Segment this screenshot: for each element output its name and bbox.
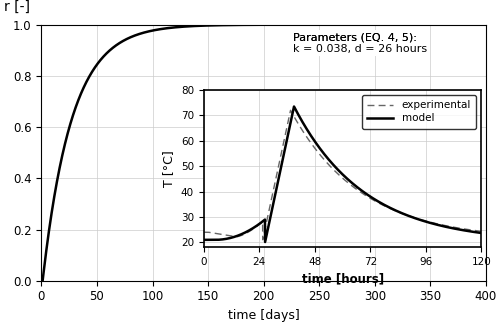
X-axis label: time [days]: time [days]: [228, 309, 299, 322]
Text: Parameters (EQ. 4, 5):
k = 0.038, d = 26 hours: Parameters (EQ. 4, 5): k = 0.038, d = 26…: [292, 32, 427, 54]
Text: Parameters (EQ. 4, 5):: Parameters (EQ. 4, 5):: [292, 32, 416, 42]
Y-axis label: r [-]: r [-]: [4, 0, 30, 14]
